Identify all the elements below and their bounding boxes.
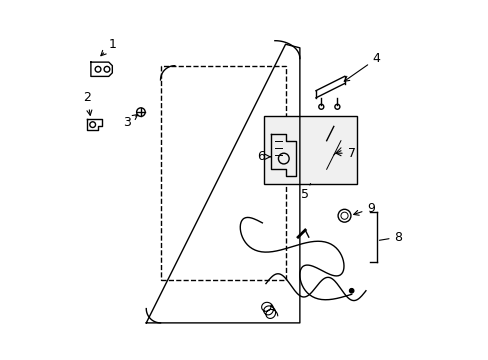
Text: 4: 4: [344, 52, 380, 81]
FancyBboxPatch shape: [264, 116, 356, 184]
Circle shape: [349, 289, 353, 293]
Text: 8: 8: [379, 231, 402, 244]
Text: 6: 6: [256, 150, 270, 163]
Text: 9: 9: [353, 202, 374, 215]
Text: 2: 2: [83, 91, 92, 115]
Text: 1: 1: [101, 38, 116, 56]
Text: 7: 7: [335, 147, 355, 160]
Text: 3: 3: [122, 114, 138, 129]
Text: 5: 5: [301, 184, 310, 201]
